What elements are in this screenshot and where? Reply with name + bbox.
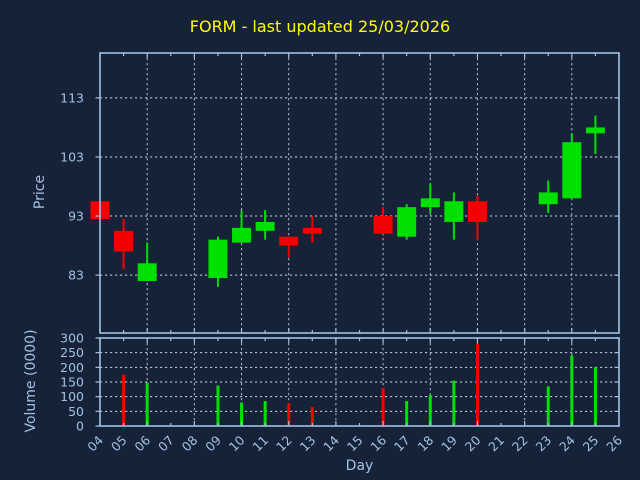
volume-bar-day-6	[145, 382, 149, 426]
day-tick-label: 22	[509, 433, 531, 455]
price-tick-label: 83	[68, 268, 84, 283]
price-tick-label: 103	[60, 149, 84, 164]
day-tick-label: 12	[273, 433, 295, 455]
day-tick-label: 10	[226, 432, 248, 454]
volume-bar-day-25	[593, 367, 597, 426]
volume-tick-label: 250	[60, 345, 84, 360]
volume-bar-day-9	[216, 385, 220, 426]
day-tick-label: 19	[438, 432, 460, 454]
day-axis-label: Day	[345, 458, 374, 474]
day-tick-label: 15	[344, 433, 366, 455]
candle-body-day-9	[208, 239, 228, 279]
day-tick-label: 25	[580, 433, 602, 455]
day-tick-label: 05	[108, 433, 130, 455]
candle-body-day-23	[538, 192, 558, 205]
volume-tick-label: 0	[76, 419, 84, 434]
volume-bar-day-20	[475, 343, 479, 426]
candle-body-day-16	[373, 216, 393, 234]
volume-axis-label: Volume (0000)	[23, 329, 39, 433]
candle-body-day-6	[137, 263, 157, 282]
volume-tick-label: 50	[68, 404, 84, 419]
candle-body-day-19	[444, 201, 464, 222]
candle-body-day-17	[397, 207, 417, 237]
volume-tick-label: 100	[60, 389, 84, 404]
volume-bar-day-11	[263, 401, 267, 426]
day-tick-label: 14	[320, 432, 342, 454]
candle-body-day-18	[420, 198, 440, 208]
candle-body-day-25	[585, 127, 605, 134]
volume-bar-day-23	[546, 386, 550, 426]
candle-body-day-24	[562, 142, 582, 199]
tick-marks	[95, 53, 620, 427]
volume-tick-label: 200	[60, 360, 84, 375]
price-tick-label: 93	[68, 209, 84, 224]
candle-body-day-10	[232, 227, 252, 243]
volume-bar-day-19	[452, 380, 456, 426]
price-axis-label: Price	[32, 174, 48, 210]
day-tick-label: 06	[131, 432, 153, 454]
volume-bar-day-10	[240, 402, 244, 426]
volume-bar-day-24	[570, 355, 574, 426]
price-tick-label: 113	[60, 90, 84, 105]
day-tick-label: 04	[84, 432, 106, 454]
day-tick-label: 20	[462, 432, 484, 454]
chart-title: FORM - last updated 25/03/2026	[189, 17, 451, 36]
day-tick-label: 07	[155, 433, 177, 455]
day-tick-label: 11	[249, 433, 271, 455]
candle-body-day-11	[255, 221, 275, 231]
day-tick-label: 24	[556, 432, 578, 454]
gridlines	[100, 53, 619, 426]
day-tick-label: 18	[415, 432, 437, 454]
candle-body-day-13	[302, 227, 322, 234]
candle-body-day-5	[114, 230, 134, 252]
day-tick-label: 09	[202, 432, 224, 454]
volume-bar-day-5	[122, 374, 126, 426]
volume-bar-day-17	[405, 401, 409, 426]
day-tick-label: 08	[179, 432, 201, 454]
volume-bar-day-12	[287, 403, 291, 426]
volume-bar-day-16	[381, 387, 385, 426]
volume-bar-day-13	[310, 406, 314, 426]
axes-frames	[99, 52, 620, 427]
candle-body-day-20	[467, 201, 487, 222]
volume-tick-label: 300	[60, 331, 84, 346]
day-tick-label: 16	[367, 432, 389, 454]
volume-tick-label: 150	[60, 375, 84, 390]
day-tick-label: 23	[532, 433, 554, 455]
candle-body-day-12	[279, 236, 299, 246]
volume-bar-day-18	[428, 395, 432, 426]
day-tick-label: 17	[391, 433, 413, 455]
day-tick-label: 21	[485, 433, 507, 455]
day-tick-label: 26	[603, 432, 625, 454]
day-tick-label: 13	[297, 433, 319, 455]
